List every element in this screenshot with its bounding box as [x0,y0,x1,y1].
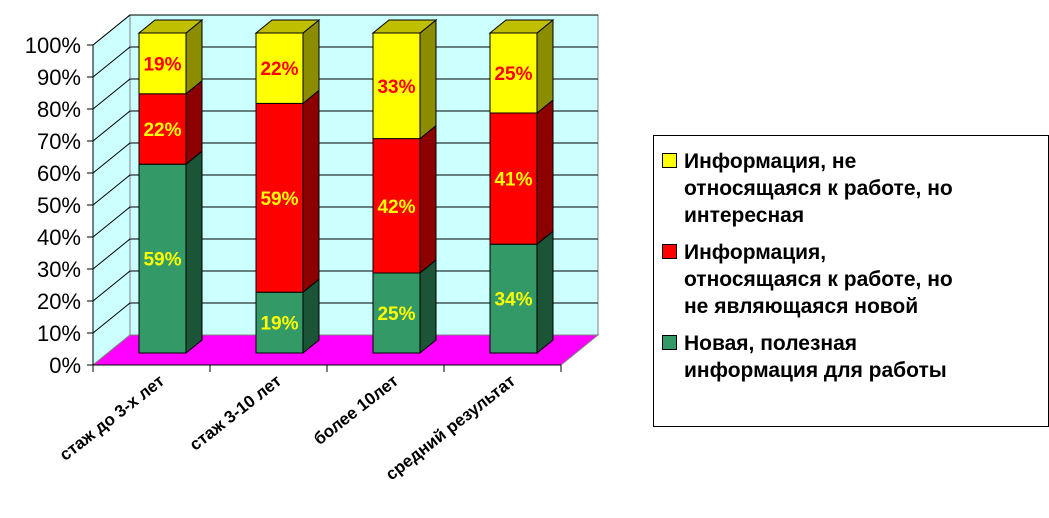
y-tick-label: 100% [25,33,81,58]
bar-segment [255,102,304,293]
legend-item-yellow: Информация, не относящаяся к работе, но … [662,148,1047,229]
bar-side [419,124,437,275]
y-tick-label: 70% [37,129,81,154]
bar-side [536,230,554,355]
legend-swatch-green [662,335,677,350]
y-tick-label: 90% [37,65,81,90]
data-label: 25% [494,64,532,85]
bar-side [536,18,554,115]
gridline [92,14,598,46]
bar-top [254,19,321,34]
data-label: 34% [494,290,532,311]
gridline [92,142,598,174]
bar-segment [372,32,421,140]
gridline [92,302,598,334]
y-tick-label: 80% [37,97,81,122]
y-tick-label: 40% [37,225,81,250]
data-label: 59% [143,250,181,271]
data-label: 42% [377,197,415,218]
legend-item-green: Новая, полезная информация для работы [662,330,1047,384]
legend-item-red: Информация, относящаяся к работе, но не … [662,239,1047,320]
y-tick-label: 50% [37,193,81,218]
data-label: 25% [377,304,415,325]
y-tick-label: 10% [37,321,81,346]
bar-side [419,258,437,355]
gridline [92,270,598,302]
bar-side [302,18,320,105]
data-label: 41% [494,170,532,191]
bar-top [488,19,555,34]
data-label: 19% [260,314,298,335]
gridline [92,206,598,238]
gridline [92,110,598,142]
legend-swatch-red [662,244,677,259]
bar-top [371,19,438,34]
gridline [92,46,598,78]
bar-side [536,98,554,246]
bar-side [419,18,437,140]
plot-area: 0% 10% 20% 30% 40% 50% 60% 70% 80% 90% 100% 59% 22% 1… [25,13,600,484]
bar-side [185,79,203,166]
x-tick-label: стаж до 3-х лет [56,371,168,464]
bar-top [137,19,204,34]
legend-label-red: Информация, относящаяся к работе, но не … [684,241,953,318]
bar-segment [255,291,304,354]
bar-side [185,150,203,355]
y-tick-label: 0% [49,353,81,378]
gridline [92,238,598,270]
bar-segment [138,93,187,165]
legend-label-yellow: Информация, не относящаяся к работе, но … [684,150,953,227]
gridline [92,174,598,206]
y-tick-label: 20% [37,289,81,314]
legend-label-green: Новая, полезная информация для работы [684,332,947,382]
data-label: 22% [260,59,298,80]
data-label: 19% [143,54,181,75]
x-tick-label: более 10лет [310,371,402,449]
data-label: 59% [260,189,298,210]
legend: Информация, не относящаяся к работе, но … [653,135,1049,427]
y-tick-label: 60% [37,161,81,186]
x-tick-label: стаж 3-10 лет [186,371,285,454]
bar-side [302,89,320,294]
gridline [92,78,598,110]
y-tick-label: 30% [37,257,81,282]
x-tick-label: средний результат [382,371,519,484]
data-label: 33% [377,77,415,98]
data-label: 22% [143,120,181,141]
legend-swatch-yellow [662,153,677,168]
